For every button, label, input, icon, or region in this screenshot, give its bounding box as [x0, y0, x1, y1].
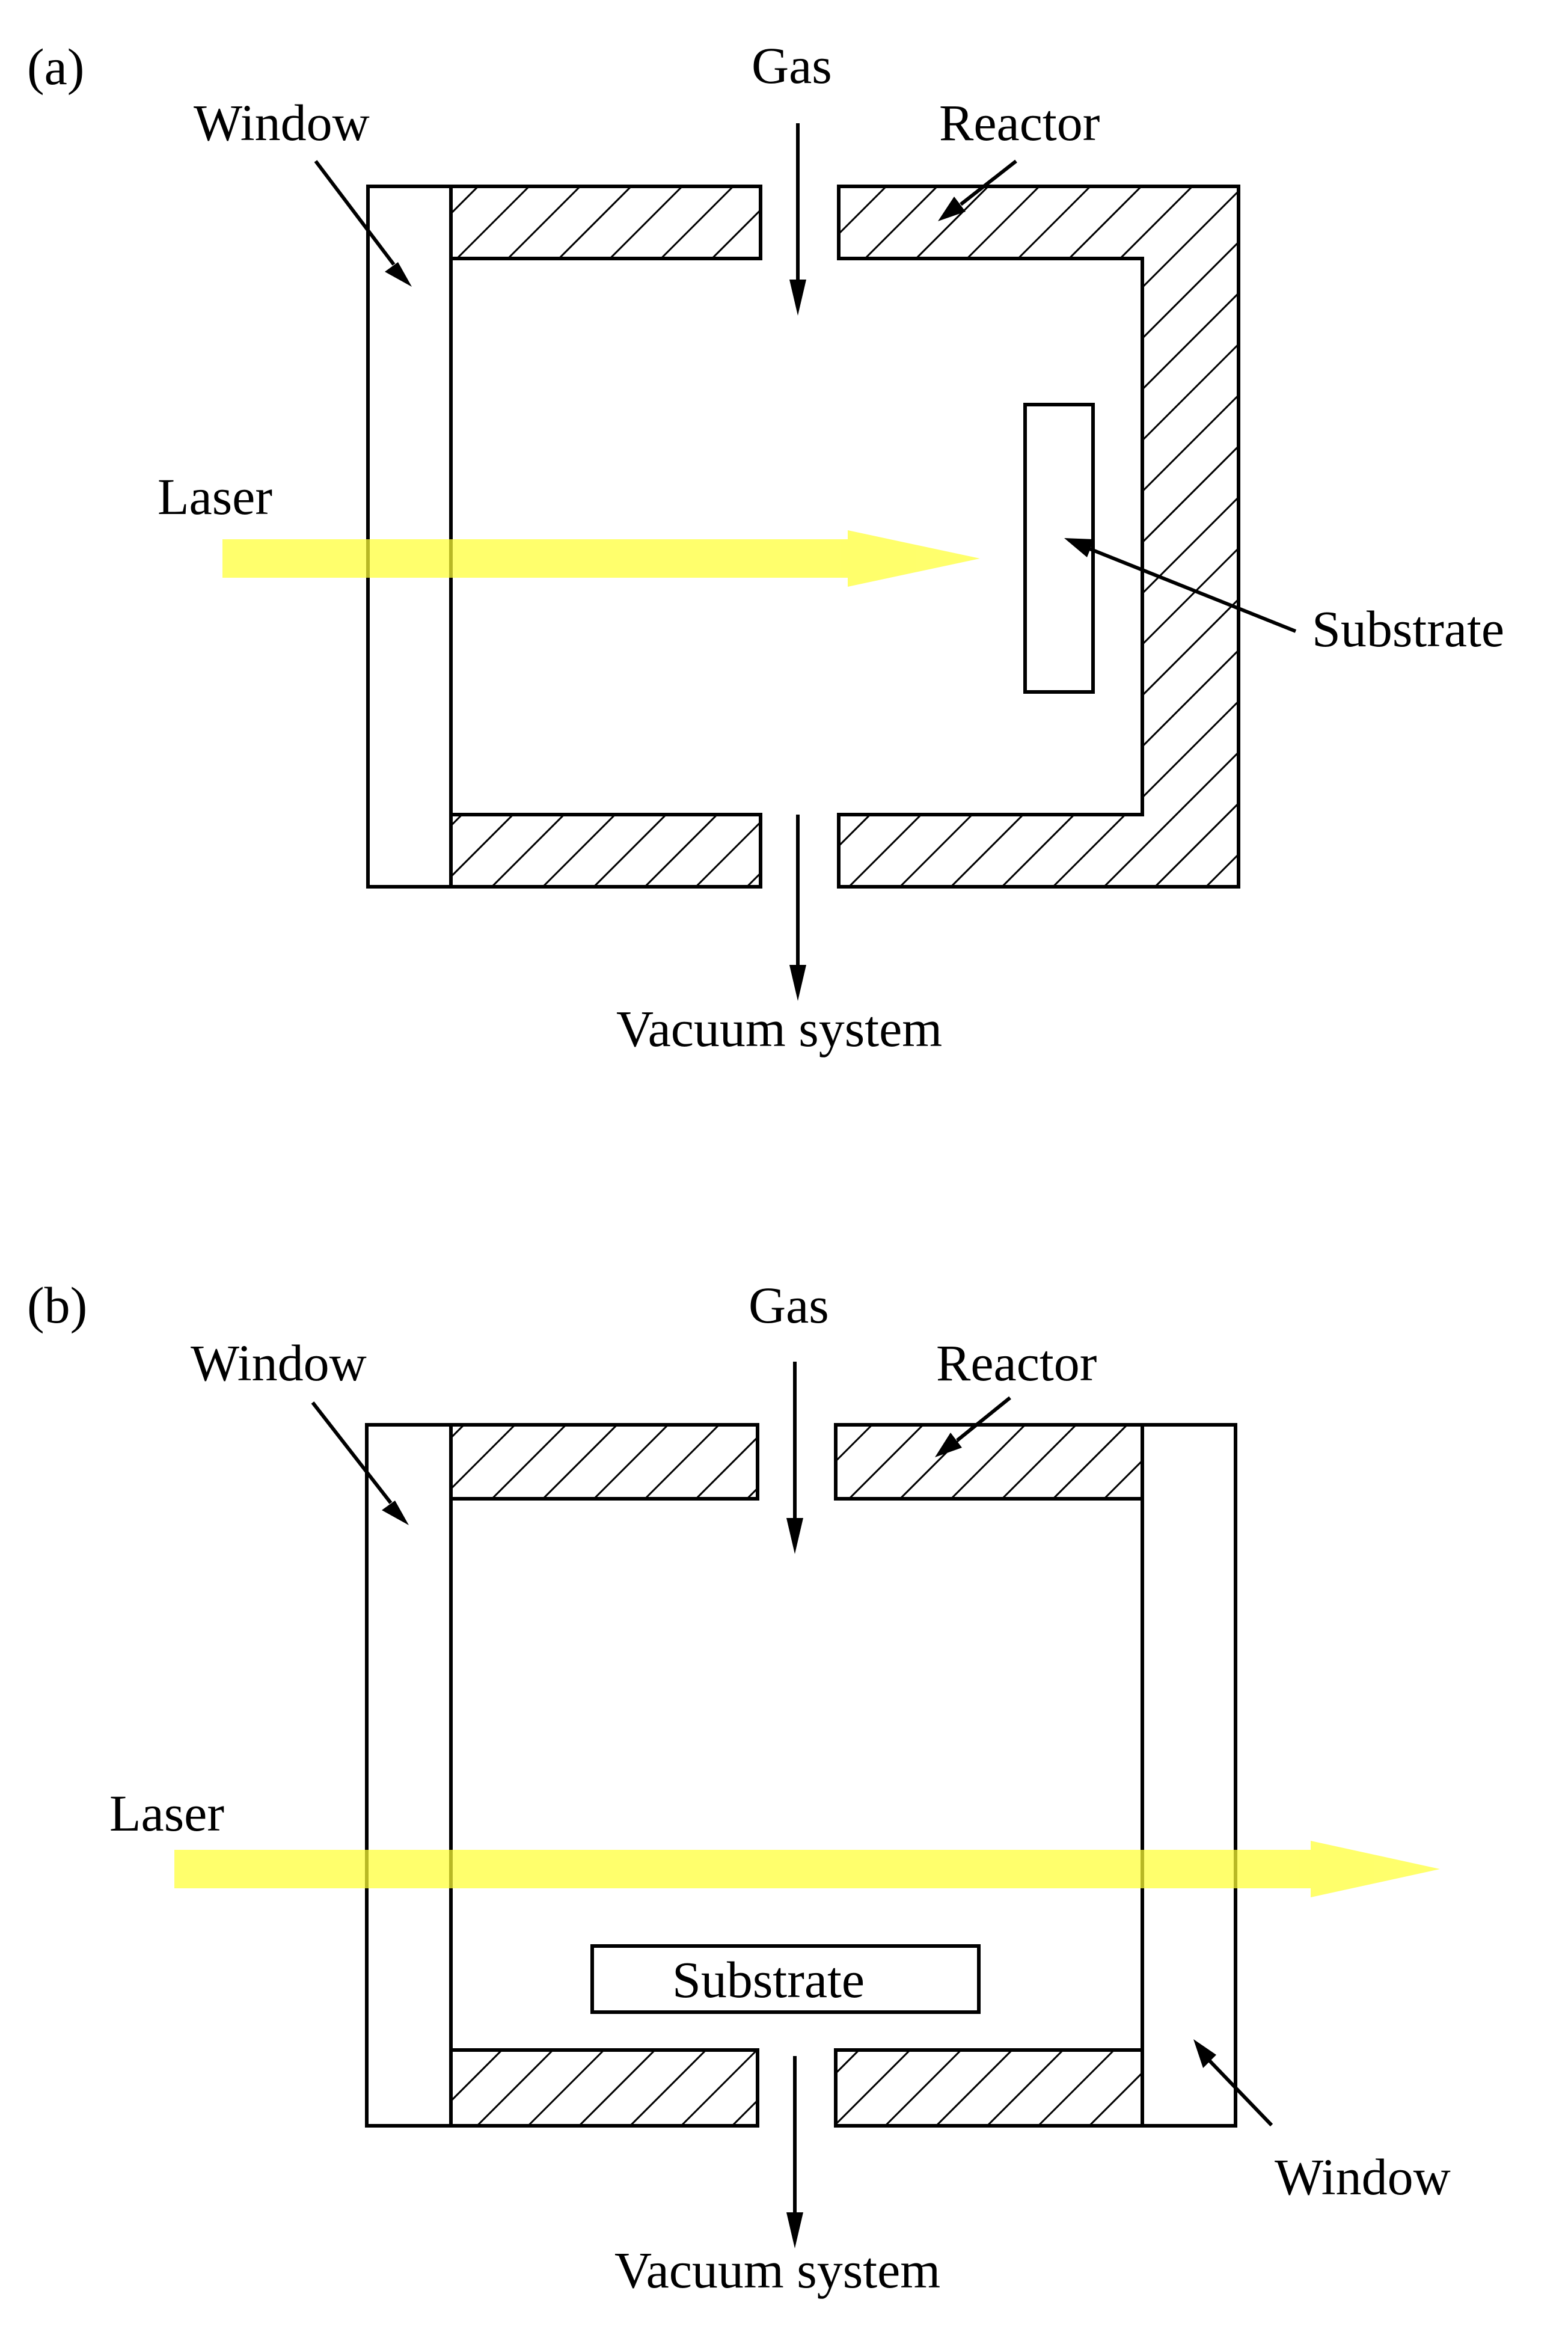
- panel-b-tag: (b): [27, 1276, 87, 1334]
- reactor-bottom-right-wall-b: [834, 2048, 1144, 2128]
- reactor-label-a: Reactor: [939, 94, 1100, 151]
- gas-label-a: Gas: [752, 37, 832, 94]
- laser-label-a: Laser: [158, 468, 272, 525]
- window-right-b: [1141, 1423, 1237, 2128]
- vacuum-label-a: Vacuum system: [616, 1000, 942, 1057]
- reactor-top-left-wall: [449, 185, 762, 260]
- reactor-bottom-left-wall-b: [449, 2048, 759, 2128]
- reactor-bottom-left-wall: [449, 813, 762, 889]
- window-pointer-b-left: [311, 1401, 409, 1525]
- window-label-b-right: Window: [1275, 2148, 1451, 2206]
- gas-inlet-arrow-a: [789, 123, 806, 316]
- laser-label-b: Laser: [109, 1784, 224, 1842]
- substrate-pointer-a: [1064, 538, 1297, 633]
- panel-a-tag: (a): [27, 38, 84, 96]
- window-pointer-b-right: [1193, 2039, 1273, 2127]
- window-left: [366, 185, 453, 889]
- laser-beam-a: [222, 530, 980, 587]
- window-left-b: [365, 1423, 453, 2128]
- reactor-pointer-b: [935, 1396, 1011, 1457]
- panel-a: (a): [27, 37, 1504, 1057]
- gas-inlet-arrow-b: [786, 1362, 803, 1554]
- window-pointer-a: [314, 160, 412, 287]
- substrate-label-b: Substrate: [672, 1951, 865, 2009]
- laser-beam-b: [174, 1841, 1440, 1897]
- substrate-horizontal: [590, 1944, 981, 2014]
- vacuum-label-b: Vacuum system: [614, 2241, 940, 2299]
- vacuum-outlet-arrow-a: [789, 815, 806, 1001]
- reactor-top-right-wall-b: [834, 1423, 1144, 1501]
- substrate-label-a: Substrate: [1312, 600, 1504, 658]
- vacuum-outlet-arrow-b: [786, 2056, 803, 2248]
- reactor-label-b: Reactor: [936, 1334, 1097, 1392]
- reactor-top-left-wall-b: [449, 1423, 759, 1501]
- panel-b: (b) Substrate: [27, 1276, 1451, 2299]
- gas-label-b: Gas: [749, 1276, 829, 1334]
- reactor-right-wall: [837, 185, 1240, 889]
- reactor-pointer-a: [938, 159, 1017, 221]
- window-label-a: Window: [194, 94, 370, 151]
- window-label-b-left: Window: [191, 1334, 367, 1392]
